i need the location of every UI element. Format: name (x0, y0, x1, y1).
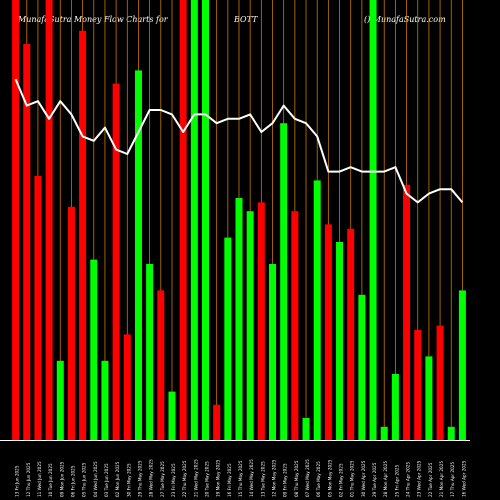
x-tick-label: 24 Thu Apr 2025 (406, 462, 411, 497)
x-tick-label: 30 Wed Apr 2025 (361, 460, 366, 497)
money-flow-bar (347, 228, 355, 440)
x-tick-label: 09 Fri May 2025 (283, 463, 288, 497)
money-flow-bar (246, 211, 254, 440)
x-tick-label: 30 Fri May 2025 (126, 463, 131, 497)
money-flow-bar (67, 206, 75, 440)
money-flow-bar (380, 426, 388, 440)
x-tick-label: 22 Tue Apr 2025 (428, 462, 433, 497)
money-flow-bar (403, 184, 411, 440)
money-flow-bar (414, 330, 422, 440)
money-flow-bar (458, 290, 466, 440)
line-layer (14, 78, 464, 204)
x-tick-label: 14 Wed May 2025 (249, 459, 254, 497)
bar-layer (12, 0, 466, 441)
money-flow-bar (291, 211, 299, 440)
x-tick-label: 16 Wed Apr 2025 (461, 460, 466, 497)
chart-header-left: MunafaSutra Money Flow Charts for (18, 15, 168, 24)
money-flow-bar (179, 0, 187, 440)
x-tick-label: 02 Mon Jun 2025 (115, 461, 120, 497)
x-tick-label: 17 Thu Apr 2025 (450, 462, 455, 497)
money-flow-bar (235, 198, 243, 440)
x-tick-label: 13 Tue May 2025 (260, 461, 265, 497)
x-tick-label: 06 Tue May 2025 (316, 461, 321, 497)
x-tick-label: 27 Tue May 2025 (160, 461, 165, 497)
chart-header-source: () MunafaSutra.com (364, 15, 446, 24)
x-tick-label: 29 Thu May 2025 (137, 460, 142, 497)
money-flow-bar (447, 426, 455, 440)
money-flow-bar (56, 360, 64, 440)
money-flow-bar (302, 418, 310, 440)
x-tick-label: 11 Wed Jun 2025 (37, 461, 42, 497)
x-tick-label: 09 Mon Jun 2025 (59, 461, 64, 497)
x-tick-label: 02 Fri May 2025 (339, 463, 344, 497)
x-tick-label: 06 Fri Jun 2025 (70, 465, 75, 497)
x-tick-label: 04 Wed Jun 2025 (93, 461, 98, 497)
x-tick-label: 29 Tue Apr 2025 (372, 462, 377, 497)
money-flow-bar (112, 83, 120, 440)
x-tick-label: 10 Tue Jun 2025 (48, 463, 53, 497)
money-flow-bar (12, 0, 20, 440)
money-flow-bar (313, 180, 321, 440)
x-tick-label: 28 Mon Apr 2025 (383, 461, 388, 497)
money-flow-bar (213, 404, 221, 440)
x-tick-label: 03 Tue Jun 2025 (104, 463, 109, 497)
money-flow-bar (369, 0, 377, 440)
money-flow-bar (157, 290, 165, 440)
x-tick-label: 12 Thu Jun 2025 (26, 462, 31, 497)
money-flow-bar (269, 264, 277, 440)
x-tick-label: 01 Thu May 2025 (350, 460, 355, 497)
money-flow-bar (324, 224, 332, 440)
x-tick-label: 05 Thu Jun 2025 (82, 462, 87, 497)
x-tick-label: 21 Wed May 2025 (193, 459, 198, 497)
x-tick-label: 25 Fri Apr 2025 (394, 464, 399, 497)
money-flow-bar (79, 30, 87, 441)
label-layer: 13 Fri Jun 2025 12 Thu Jun 2025 11 Wed Jun… (15, 459, 467, 497)
money-flow-bar (168, 391, 176, 440)
money-flow-bar (425, 356, 433, 440)
money-flow-line (14, 78, 464, 204)
money-flow-bar (90, 259, 98, 440)
money-flow-bar (201, 0, 209, 440)
money-flow-bar (23, 44, 31, 440)
money-flow-bar (257, 202, 265, 440)
x-tick-label: 28 Wed May 2025 (149, 459, 154, 497)
x-tick-label: 12 Mon May 2025 (272, 459, 277, 497)
money-flow-bar (134, 70, 142, 441)
x-tick-label: 21 Mon Apr 2025 (439, 461, 444, 497)
money-flow-bar (391, 374, 399, 440)
x-tick-label: 05 Mon May 2025 (327, 459, 332, 497)
x-tick-label: 19 Mon May 2025 (216, 459, 221, 497)
x-tick-label: 22 Thu May 2025 (182, 460, 187, 497)
x-tick-label: 16 Fri May 2025 (227, 463, 232, 497)
money-flow-bar (146, 264, 154, 440)
x-tick-label: 07 Wed May 2025 (305, 459, 310, 497)
money-flow-bar (190, 0, 198, 440)
x-tick-label: 20 Tue May 2025 (204, 461, 209, 497)
money-flow-bar (336, 242, 344, 440)
x-tick-label: 13 Fri Jun 2025 (15, 465, 20, 497)
money-flow-bar (224, 237, 232, 440)
x-tick-label: 23 Wed Apr 2025 (417, 460, 422, 497)
chart-header-symbol: BOTT (234, 15, 258, 24)
x-tick-label: 23 Fri May 2025 (171, 463, 176, 497)
x-tick-label: 15 Thu May 2025 (238, 460, 243, 497)
money-flow-bar (123, 334, 131, 440)
money-flow-bar (436, 325, 444, 440)
money-flow-bar (358, 294, 366, 440)
x-tick-label: 08 Thu May 2025 (294, 460, 299, 497)
money-flow-bar (45, 0, 53, 440)
money-flow-bar (34, 176, 42, 440)
money-flow-bar (101, 360, 109, 440)
money-flow-bar (280, 123, 288, 440)
